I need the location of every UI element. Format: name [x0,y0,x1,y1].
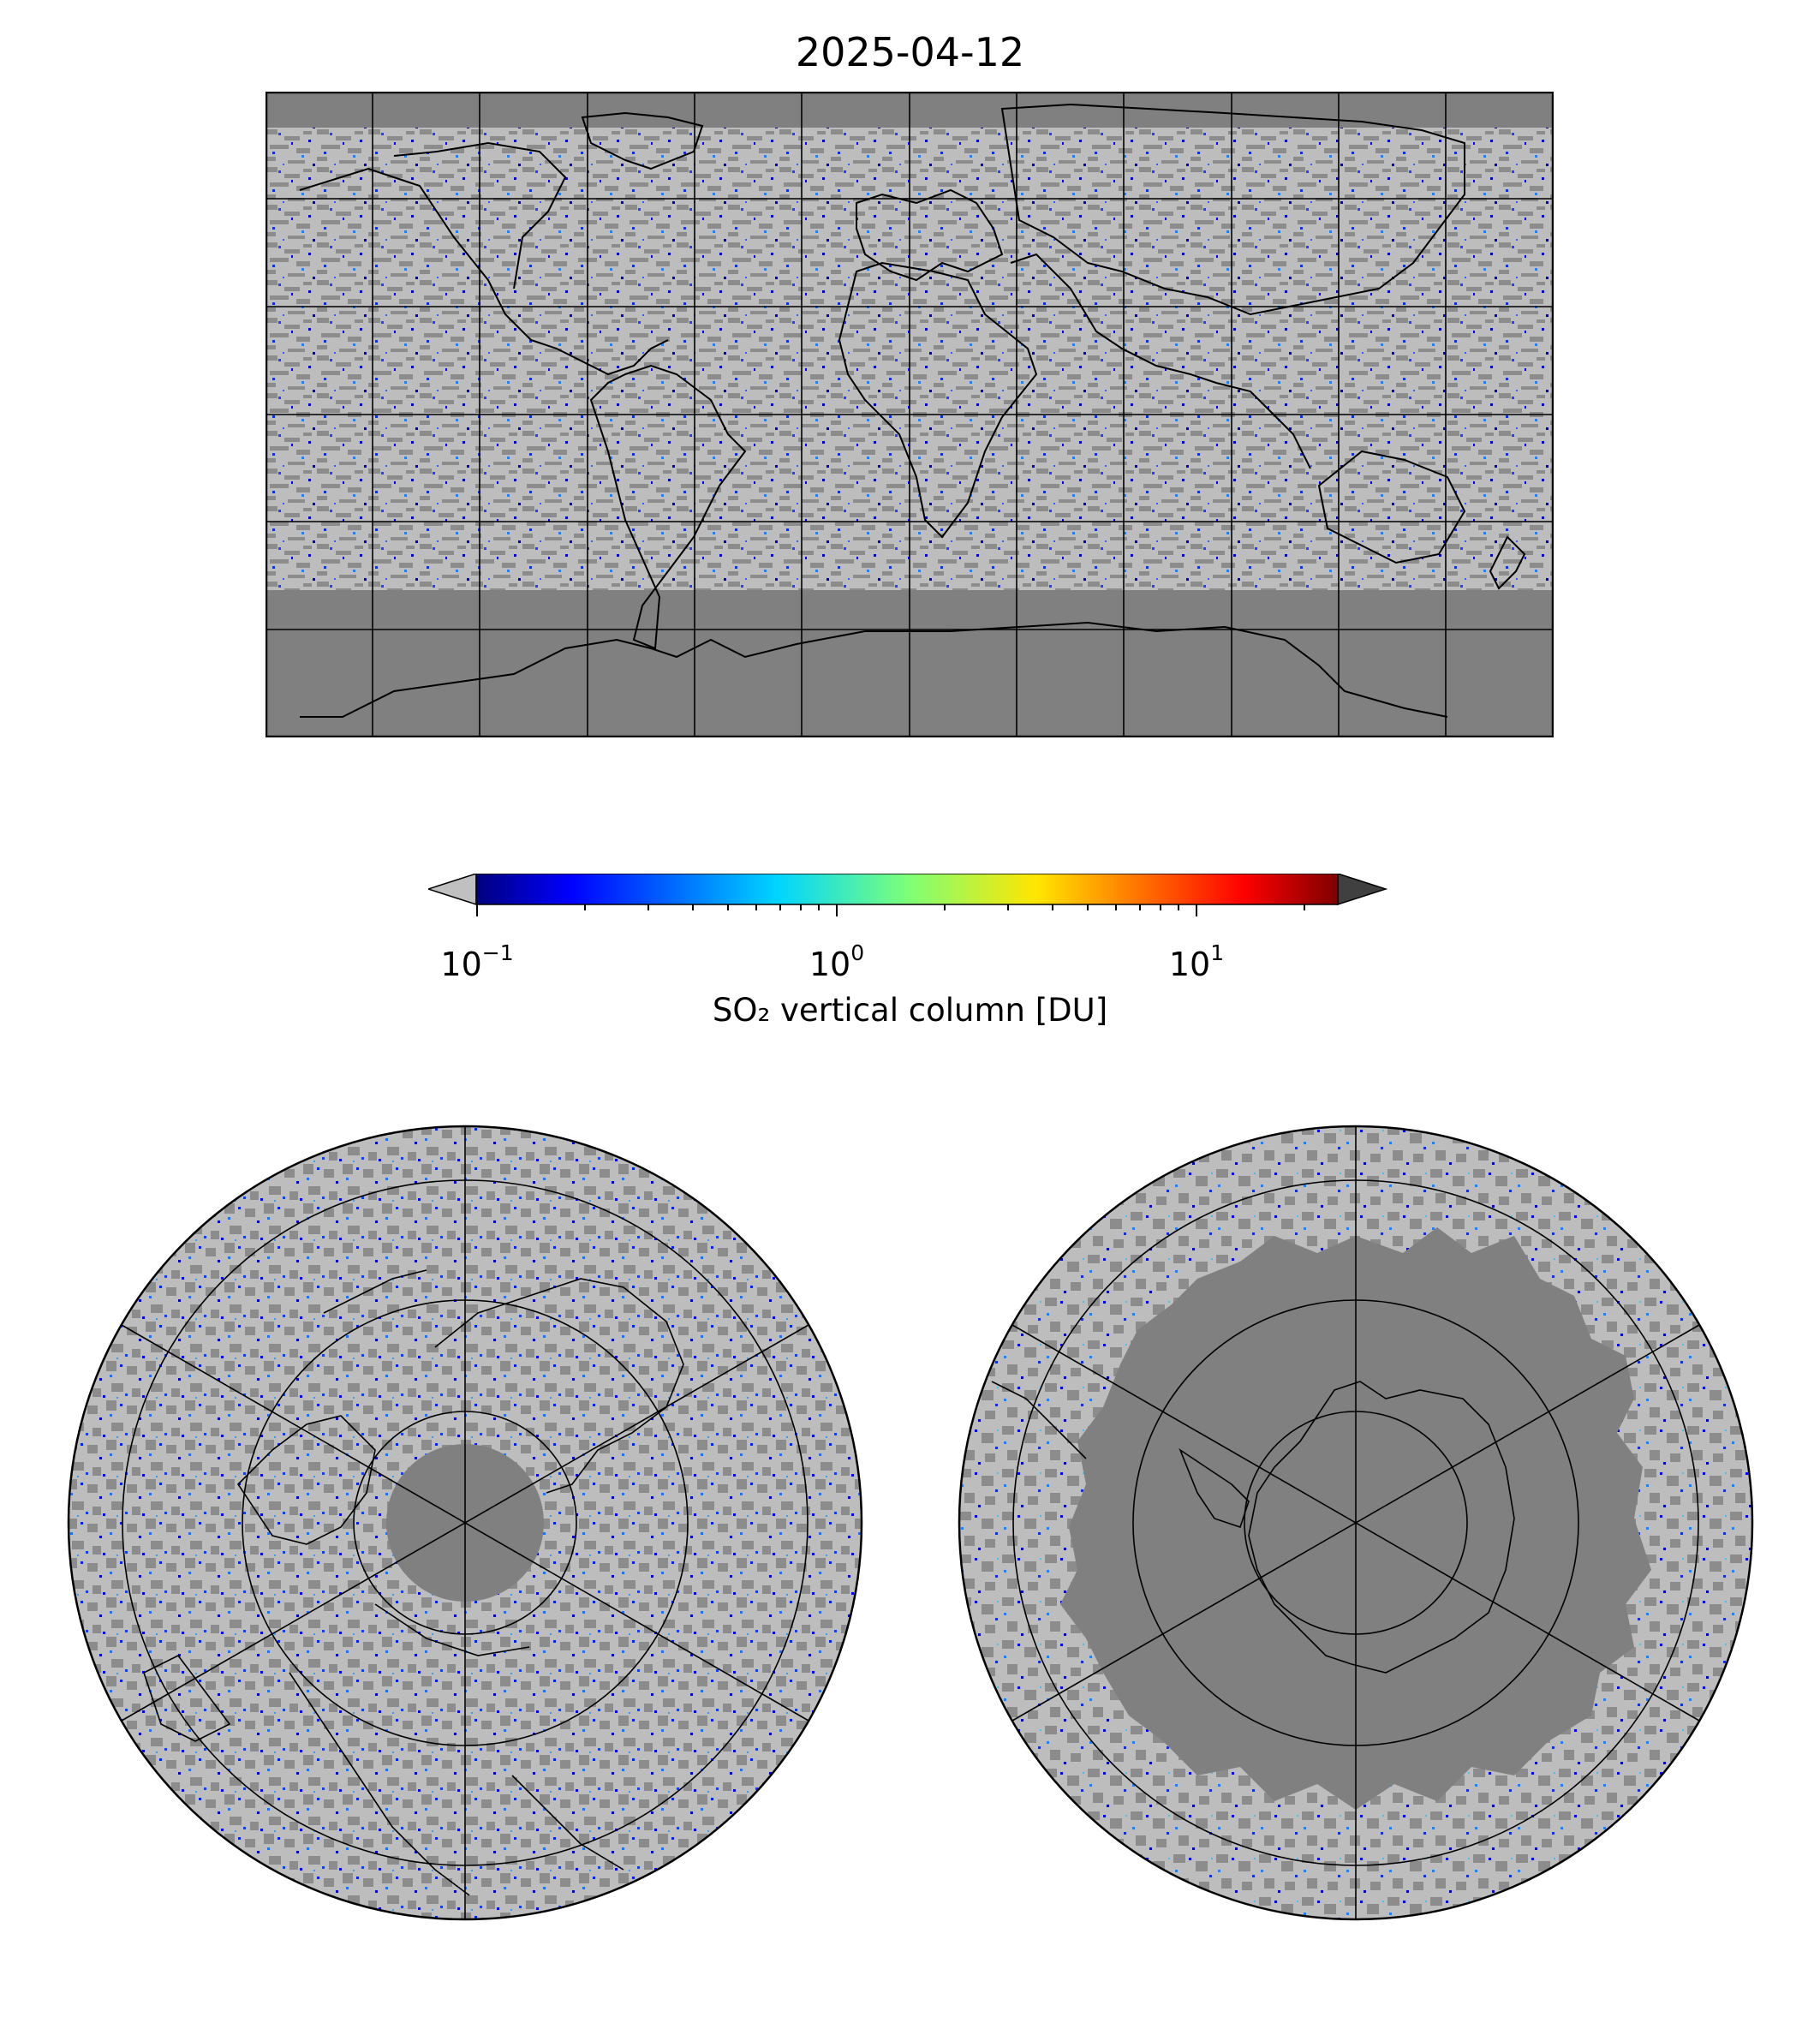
colorbar [428,874,1387,916]
south-polar-map [958,1125,1754,1921]
north-coastlines [143,1269,684,1896]
chart-title: 2025-04-12 [795,29,1025,75]
north-map-frame [67,1125,863,1921]
colorbar-tick-label: 101 [1168,940,1225,983]
world-coastlines [299,103,1526,718]
south-graticule [1011,1126,1700,1919]
world-gridlines [266,92,1554,737]
colorbar-over-arrow [1337,874,1387,906]
world-map [266,92,1554,737]
north-polar-map [67,1125,863,1921]
colorbar-label: SO₂ vertical column [DU] [712,992,1108,1029]
world-map-frame [266,92,1554,737]
colorbar-under-arrow [428,874,477,906]
colorbar-tick-label: 100 [809,940,865,983]
colorbar-tick-label: 10−1 [440,940,514,983]
south-map-frame [958,1125,1754,1921]
colorbar-tick-marks [476,904,1305,916]
north-graticule [121,1126,809,1919]
colorbar-gradient [476,874,1338,904]
